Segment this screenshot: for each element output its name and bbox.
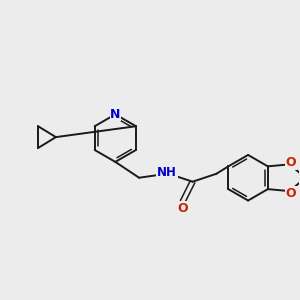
Text: O: O <box>285 156 296 169</box>
Text: O: O <box>285 187 296 200</box>
Text: N: N <box>110 108 121 121</box>
Text: NH: NH <box>157 166 177 179</box>
Text: O: O <box>177 202 188 215</box>
